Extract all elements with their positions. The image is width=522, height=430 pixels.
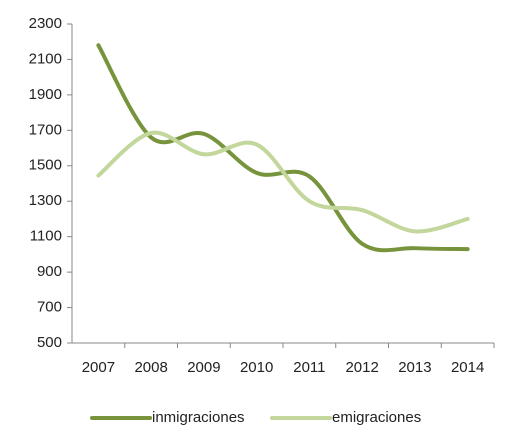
x-tick-label: 2007 [82,359,115,376]
x-tick-label: 2011 [293,359,325,376]
y-tick-label: 700 [37,299,62,316]
y-tick-label: 1900 [29,86,62,103]
x-tick-label: 2013 [398,359,431,376]
y-tick-label: 1300 [29,192,62,209]
x-tick-label: 2010 [240,359,273,376]
y-tick-label: 1700 [29,121,62,138]
y-tick-label: 1500 [29,157,62,174]
y-tick-label: 2300 [29,15,62,32]
x-tick-label: 2014 [451,359,484,376]
x-tick-label: 2008 [134,359,167,376]
series-line [96,43,470,253]
y-tick-label: 2100 [29,50,62,67]
legend-label: emigraciones [332,409,421,426]
x-tick-label: 2012 [345,359,378,376]
series-line [96,130,470,234]
x-tick-label: 2009 [187,359,220,376]
y-tick-label: 500 [37,334,62,351]
y-tick-label: 1100 [30,228,62,245]
legend-label: inmigraciones [152,409,245,426]
y-tick-label: 900 [37,263,62,280]
